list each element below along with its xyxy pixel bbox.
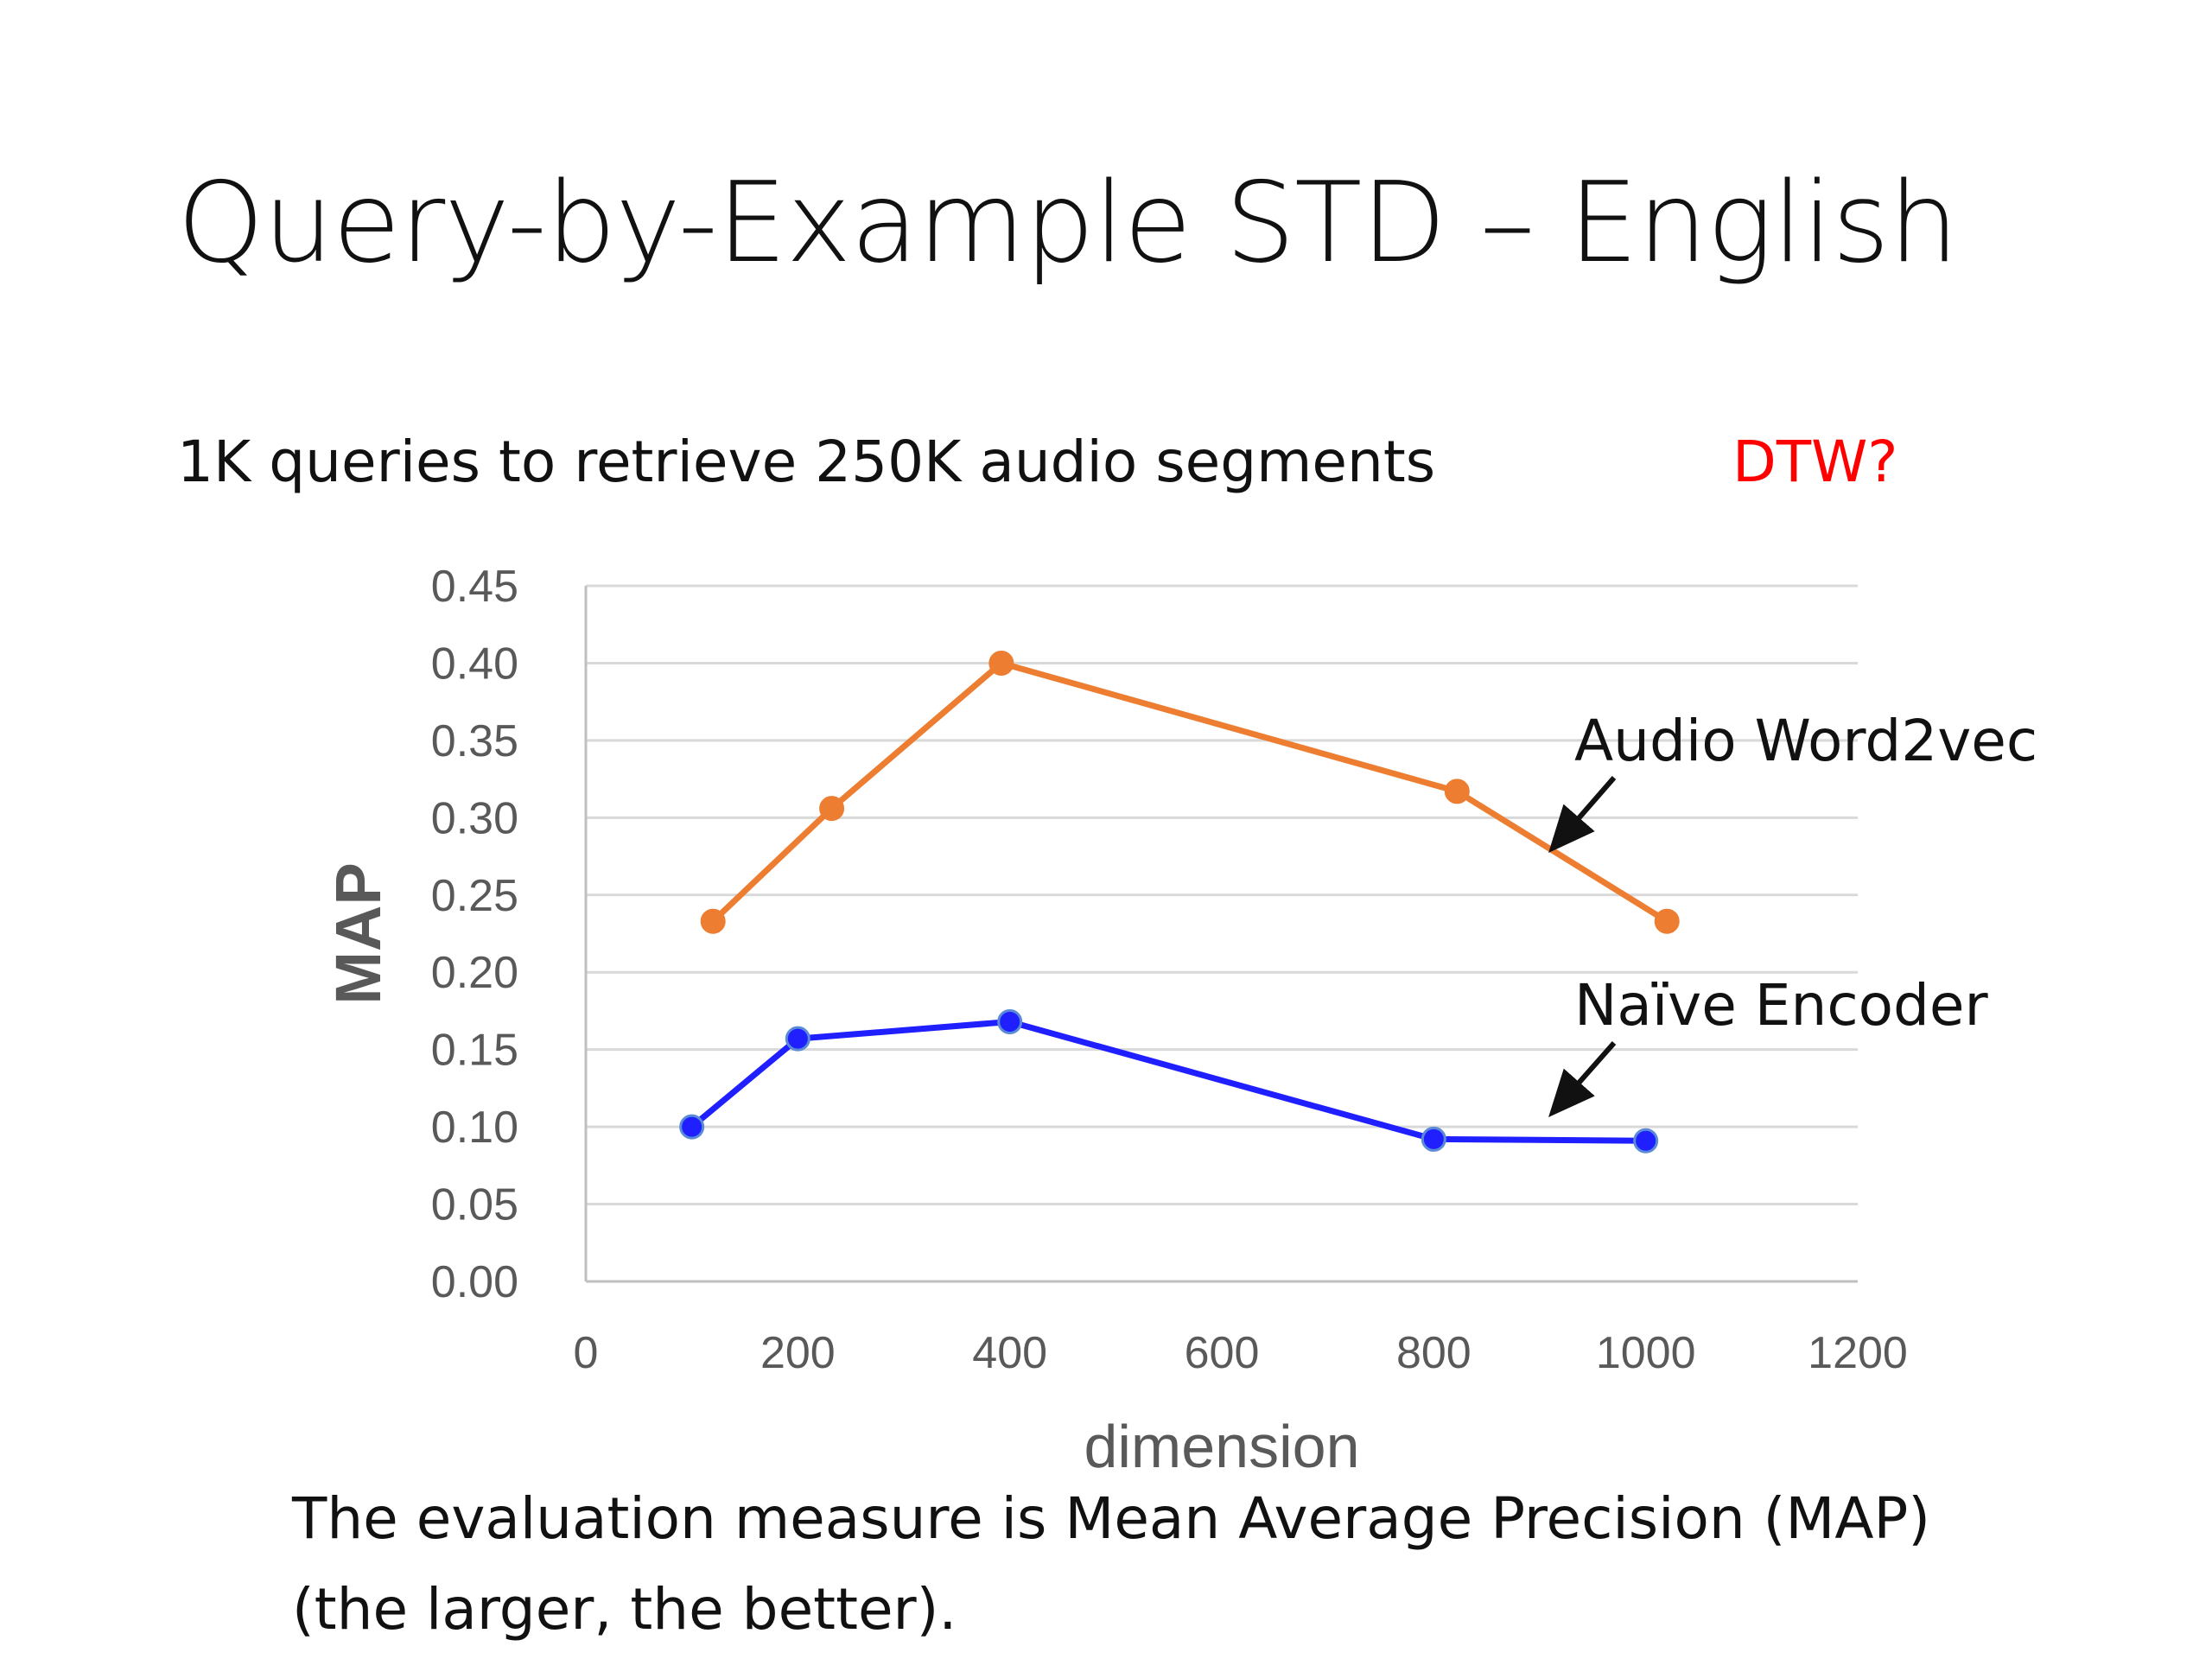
grid-lines: [586, 584, 1858, 1206]
data-point: [785, 1026, 810, 1052]
y-tick-label: 0.10: [431, 1103, 518, 1153]
y-tick-label: 0.40: [431, 639, 518, 689]
x-axis-title: dimension: [1084, 1413, 1359, 1480]
series-line-1: [690, 1018, 1646, 1144]
data-point: [1633, 1128, 1659, 1154]
y-tick-label: 0.45: [431, 562, 518, 612]
y-tick-label: 0.15: [431, 1026, 518, 1076]
series-annotations: Audio Word2vec Naïve Encoder: [1548, 708, 2037, 1117]
axes: [584, 586, 1858, 1283]
evaluation-note: The evaluation measure is Mean Average P…: [292, 1473, 2150, 1655]
y-tick-label: 0.35: [431, 716, 518, 766]
evaluation-note-line2: (the larger, the better).: [292, 1576, 957, 1643]
annotation-arrow: [1548, 1041, 1617, 1117]
dtw-note: DTW?: [1732, 429, 1898, 495]
y-axis-title: MAP: [322, 862, 394, 1004]
data-point: [1444, 779, 1470, 804]
data-point: [679, 1114, 705, 1140]
data-point: [1421, 1126, 1446, 1152]
slide-subtitle: 1K queries to retrieve 250K audio segmen…: [177, 429, 1436, 495]
y-tick-label: 0.05: [431, 1180, 518, 1230]
annotation-arrow: [1548, 776, 1617, 854]
data-point: [997, 1008, 1023, 1034]
data-point: [700, 908, 726, 934]
y-tick-label: 0.30: [431, 793, 518, 843]
series-label: Naïve Encoder: [1574, 972, 1988, 1039]
series-line-0: [710, 659, 1669, 925]
x-tick-label: 0: [574, 1328, 599, 1378]
evaluation-note-line1: The evaluation measure is Mean Average P…: [292, 1485, 1931, 1552]
y-tick-label: 0.20: [431, 948, 518, 998]
series-label: Audio Word2vec: [1574, 708, 2037, 774]
y-tick-label: 0.00: [431, 1257, 518, 1307]
x-tick-label: 800: [1396, 1328, 1471, 1378]
x-tick-label: 600: [1185, 1328, 1260, 1378]
data-point: [988, 650, 1014, 676]
slide-title: Query-by-Example STD – English: [177, 159, 1959, 288]
data-point: [1654, 908, 1680, 934]
data-point: [819, 796, 845, 822]
y-tick-label: 0.25: [431, 871, 518, 921]
x-tick-label: 400: [972, 1328, 1047, 1378]
x-tick-label: 1000: [1596, 1328, 1696, 1378]
axis-labels: 0.00 0.05 0.10 0.15 0.20 0.25 0.30 0.35 0.40 0.45…: [322, 562, 1908, 1480]
x-tick-label: 1200: [1808, 1328, 1908, 1378]
series-lines: [679, 650, 1680, 1154]
x-tick-label: 200: [760, 1328, 836, 1378]
